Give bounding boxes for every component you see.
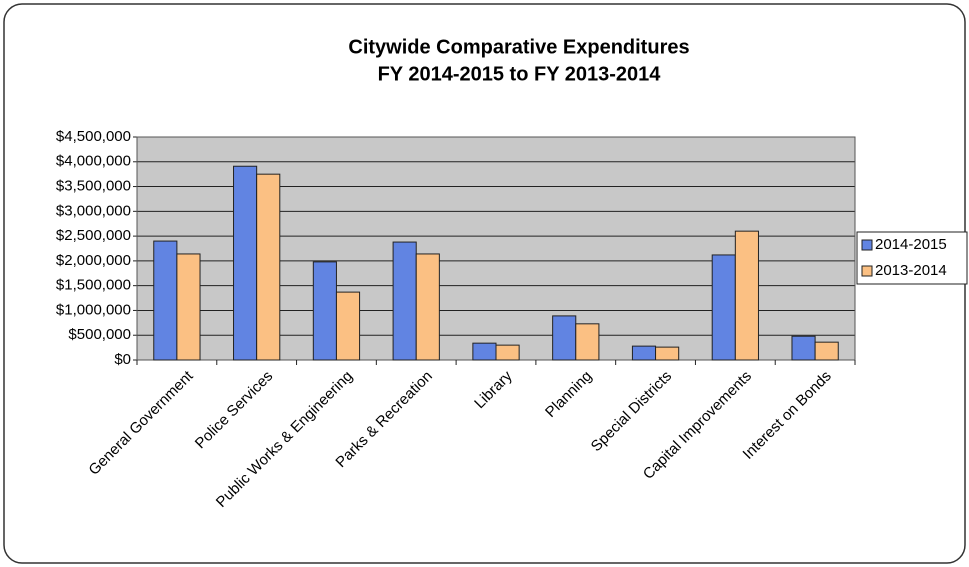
bar [233,165,258,361]
bar [415,253,440,361]
bar [495,344,520,361]
bar [631,345,657,361]
y-tick-label: $1,000,000 [56,301,131,318]
legend-swatch [861,265,873,277]
bar [814,341,839,361]
bar [256,173,281,361]
legend-label: 2013-2014 [875,262,947,279]
bar [655,346,680,361]
bar [791,335,816,361]
chart-title: Citywide Comparative Expenditures [348,36,689,58]
y-tick-label: $3,500,000 [56,178,131,195]
legend-label: 2014-2015 [875,236,947,253]
bar [552,315,577,361]
bar [575,323,600,361]
legend-box [856,231,968,285]
y-tick-label: $0 [114,351,131,368]
bar [392,241,417,361]
chart-subtitle: FY 2014-2015 to FY 2013-2014 [378,63,662,85]
bar [176,253,201,361]
y-tick-label: $3,000,000 [56,202,131,219]
y-tick-label: $4,500,000 [56,128,131,145]
bar [472,342,497,361]
y-tick-label: $2,500,000 [56,227,131,244]
legend-swatch [861,239,873,251]
bar [153,240,178,361]
bar [312,261,337,361]
y-tick-label: $1,500,000 [56,277,131,294]
bar [711,254,736,361]
y-tick-label: $500,000 [68,326,131,343]
bar [734,230,759,361]
y-tick-label: $2,000,000 [56,252,131,269]
bar [335,291,361,361]
y-tick-label: $4,000,000 [56,153,131,170]
